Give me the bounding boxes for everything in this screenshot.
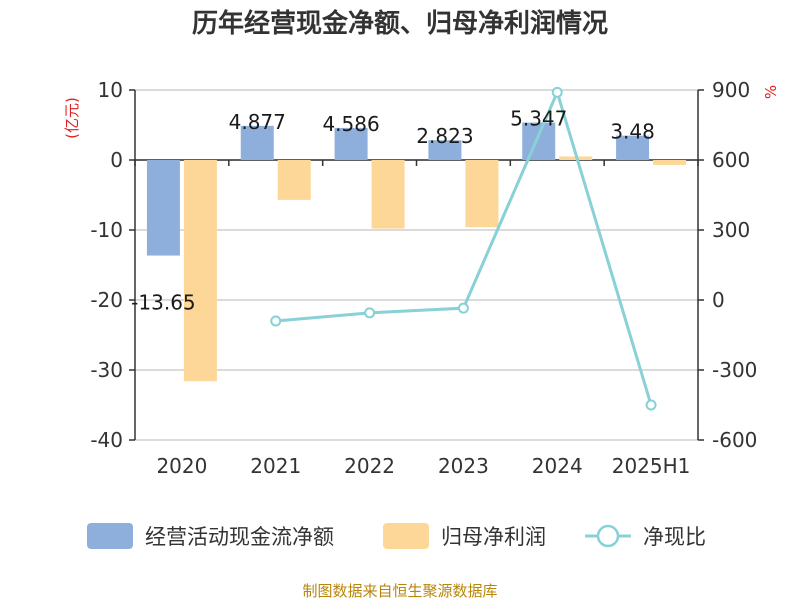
right-axis-unit: % (762, 85, 780, 99)
right-axis-tick-label: 900 (712, 78, 750, 102)
right-axis-tick-label: 0 (712, 288, 725, 312)
cashflow-bar (428, 140, 462, 160)
left-axis-tick-label: 10 (98, 78, 123, 102)
ratio-point (364, 307, 376, 319)
ratio-line (270, 86, 657, 411)
left-axis-tick-label: -30 (90, 358, 123, 382)
x-axis-tick-label: 2025H1 (612, 454, 691, 478)
cashflow-data-label: 5.347 (510, 107, 567, 131)
x-axis-tick-label: 2024 (532, 454, 583, 478)
chart-title: 历年经营现金净额、归母净利润情况 (192, 8, 608, 39)
x-axis-tick-label: 2021 (250, 454, 301, 478)
cashflow-data-label: 4.877 (229, 110, 286, 134)
right-axis-tick-label: -300 (712, 358, 757, 382)
ratio-point (551, 86, 563, 98)
x-axis-tick-label: 2022 (344, 454, 395, 478)
left-axis-tick-label: -40 (90, 428, 123, 452)
data-labels: -13.65 4.877 4.586 2.823 5.347 3.48 (131, 107, 655, 315)
left-axis-tick-label: -10 (90, 218, 123, 242)
cashflow-data-label: 3.48 (610, 120, 655, 144)
x-axis-tick-label: 2023 (438, 454, 489, 478)
ratio-point (645, 399, 657, 411)
left-axis-tick-label: 0 (110, 148, 123, 172)
cashflow-bar (522, 122, 556, 160)
legend-swatch-ratio-marker (596, 524, 620, 548)
cashflow-bar (616, 135, 650, 160)
legend: 经营活动现金流净额 归母净利润 净现比 (87, 523, 706, 549)
legend-label-net-profit: 归母净利润 (441, 525, 546, 549)
left-axis-tick-label: -20 (90, 288, 123, 312)
source-note: 制图数据来自恒生聚源数据库 (302, 582, 497, 600)
net-profit-bar (371, 160, 405, 229)
cashflow-data-label: -13.65 (131, 291, 195, 315)
legend-label-ratio: 净现比 (643, 525, 706, 549)
cashflow-bar (334, 127, 368, 160)
legend-label-cashflow: 经营活动现金流净额 (145, 525, 334, 549)
right-axis-tick-label: -600 (712, 428, 757, 452)
net-profit-bar (653, 160, 687, 165)
cashflow-bar (240, 125, 274, 160)
ratio-point (457, 302, 469, 314)
x-axis-tick-label: 2020 (156, 454, 207, 478)
right-axis-tick-label: 600 (712, 148, 750, 172)
right-axis-tick-label: 300 (712, 218, 750, 242)
cashflow-bar (146, 160, 180, 256)
ratio-point (270, 315, 282, 327)
axes: 10 0 -10 -20 -30 -40 900 600 300 0 -300 -600 2020 202… (90, 78, 757, 478)
net-profit-bar (465, 160, 499, 228)
bars (146, 122, 687, 382)
legend-swatch-cashflow (87, 523, 133, 549)
net-profit-bar (277, 160, 311, 200)
legend-swatch-net-profit (383, 523, 429, 549)
left-axis-unit: (亿元) (63, 97, 81, 139)
cashflow-data-label: 4.586 (322, 112, 379, 136)
net-profit-bar (183, 160, 217, 382)
cashflow-data-label: 2.823 (416, 124, 473, 148)
